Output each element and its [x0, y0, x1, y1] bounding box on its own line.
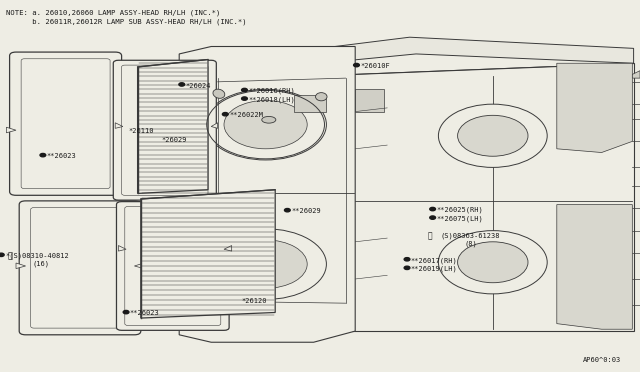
Circle shape — [242, 89, 248, 92]
Circle shape — [438, 104, 547, 167]
Polygon shape — [173, 71, 179, 78]
Text: *26110: *26110 — [128, 128, 154, 134]
Polygon shape — [557, 205, 632, 329]
Polygon shape — [355, 89, 384, 112]
Circle shape — [224, 100, 307, 149]
Text: **26019(LH): **26019(LH) — [411, 266, 458, 272]
Text: **26023: **26023 — [47, 153, 76, 159]
Polygon shape — [320, 63, 352, 331]
FancyBboxPatch shape — [10, 52, 122, 195]
Circle shape — [404, 257, 410, 261]
Text: *26120: *26120 — [242, 298, 268, 304]
Polygon shape — [138, 60, 208, 193]
Bar — [294, 95, 326, 112]
Polygon shape — [352, 63, 634, 331]
Polygon shape — [211, 123, 218, 128]
Text: **26025(RH): **26025(RH) — [436, 207, 483, 214]
Polygon shape — [173, 309, 179, 316]
Polygon shape — [320, 37, 634, 63]
FancyBboxPatch shape — [116, 202, 229, 330]
Text: b. 26011R,26012R LAMP SUB ASSY-HEAD RH/LH (INC.*): b. 26011R,26012R LAMP SUB ASSY-HEAD RH/L… — [6, 19, 247, 25]
Text: **26017(RH): **26017(RH) — [411, 257, 458, 264]
Polygon shape — [224, 246, 232, 251]
Text: (8): (8) — [464, 241, 477, 247]
Text: **26016(RH): **26016(RH) — [248, 88, 295, 94]
Polygon shape — [16, 263, 26, 269]
Polygon shape — [632, 71, 640, 78]
Circle shape — [242, 97, 248, 100]
Ellipse shape — [316, 93, 327, 101]
Ellipse shape — [213, 89, 225, 98]
Text: *26024: *26024 — [186, 83, 211, 89]
Polygon shape — [173, 160, 179, 167]
Polygon shape — [173, 279, 179, 286]
Polygon shape — [6, 127, 16, 133]
Text: (16): (16) — [32, 261, 49, 267]
Text: *26029: *26029 — [161, 137, 187, 142]
Polygon shape — [141, 190, 275, 318]
Circle shape — [205, 229, 326, 299]
Ellipse shape — [262, 116, 276, 123]
Circle shape — [438, 231, 547, 294]
Polygon shape — [173, 100, 179, 108]
Text: *(S)08310-40812: *(S)08310-40812 — [5, 253, 69, 259]
Circle shape — [458, 242, 528, 283]
Polygon shape — [557, 63, 632, 153]
Circle shape — [179, 83, 184, 86]
Polygon shape — [118, 246, 126, 251]
Text: AP60^0:03: AP60^0:03 — [582, 357, 621, 363]
Circle shape — [124, 310, 129, 314]
Circle shape — [223, 112, 228, 116]
Text: **26075(LH): **26075(LH) — [436, 215, 483, 222]
Polygon shape — [134, 263, 144, 269]
Text: *26010F: *26010F — [360, 63, 390, 69]
Circle shape — [353, 64, 360, 67]
Polygon shape — [173, 219, 179, 227]
Text: NOTE: a. 26010,26060 LAMP ASSY-HEAD RH/LH (INC.*): NOTE: a. 26010,26060 LAMP ASSY-HEAD RH/L… — [6, 9, 221, 16]
Text: **26029: **26029 — [291, 208, 321, 214]
Circle shape — [205, 89, 326, 160]
Circle shape — [430, 216, 436, 219]
Text: **26018(LH): **26018(LH) — [248, 96, 295, 103]
Circle shape — [430, 207, 436, 211]
Polygon shape — [115, 123, 123, 128]
Text: (S)08363-61238: (S)08363-61238 — [440, 232, 500, 239]
Polygon shape — [173, 130, 179, 138]
Text: Ⓢ: Ⓢ — [8, 251, 13, 260]
Circle shape — [458, 115, 528, 156]
Circle shape — [285, 208, 291, 212]
Text: **26022M: **26022M — [229, 112, 263, 118]
Polygon shape — [173, 249, 179, 257]
Circle shape — [224, 240, 307, 288]
Circle shape — [0, 253, 4, 257]
Circle shape — [40, 153, 46, 157]
Text: Ⓢ: Ⓢ — [428, 231, 432, 240]
Circle shape — [404, 266, 410, 269]
FancyBboxPatch shape — [113, 60, 216, 200]
FancyBboxPatch shape — [19, 201, 141, 335]
Polygon shape — [179, 46, 355, 342]
Text: **26023: **26023 — [130, 310, 159, 316]
